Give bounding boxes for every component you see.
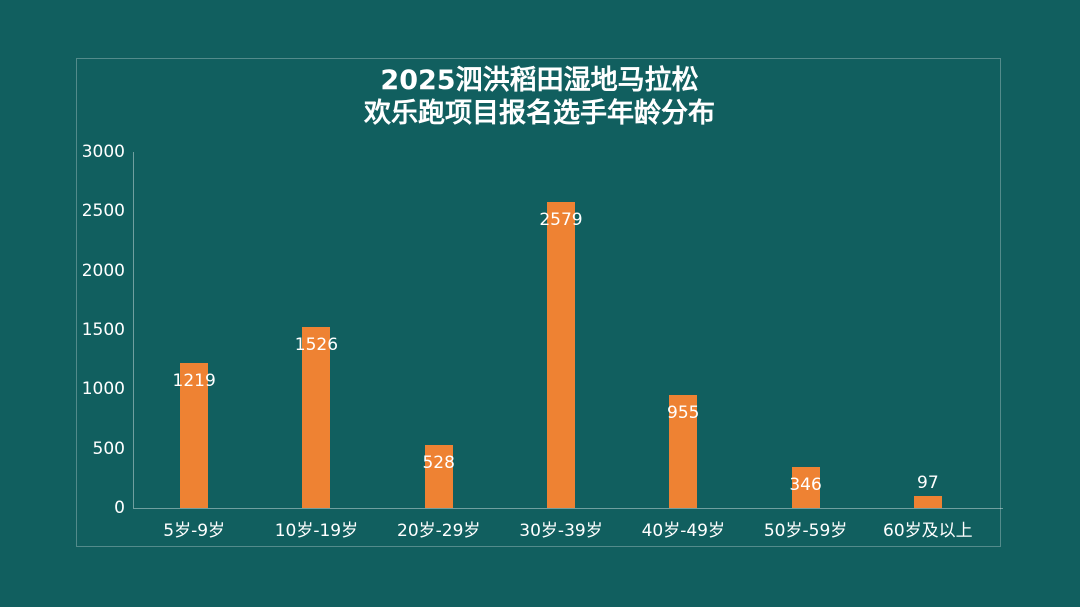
- bar: [791, 466, 820, 508]
- chart-title-line1: 2025泗洪稻田湿地马拉松: [380, 65, 699, 96]
- bar-value-label: 1219: [172, 371, 216, 392]
- y-axis-tick-label: 1500: [81, 320, 125, 340]
- chart-panel: [76, 58, 1001, 547]
- bar-value-label: 1526: [294, 334, 339, 355]
- bar: [424, 445, 453, 508]
- bar: [547, 201, 575, 508]
- x-axis-category-label: 10岁-19岁: [274, 521, 359, 541]
- bar-value-label: 2579: [539, 209, 583, 230]
- bar-value-label: 346: [789, 474, 822, 495]
- chart-title-line2: 欢乐跑项目报名选手年龄分布: [364, 98, 715, 129]
- chart-title: 2025泗洪稻田湿地马拉松 欢乐跑项目报名选手年龄分布: [76, 64, 1003, 130]
- x-axis-category-label: 50岁-59岁: [763, 521, 848, 541]
- x-axis-category-label: 40岁-49岁: [641, 521, 725, 541]
- y-axis-tick-label: 2000: [81, 260, 125, 281]
- bar-value-label: 97: [917, 473, 939, 494]
- y-axis-tick-label: 3000: [81, 142, 125, 162]
- bar: [180, 363, 209, 508]
- bar: [302, 326, 331, 508]
- x-axis-category-label: 20岁-29岁: [397, 521, 481, 541]
- bar: [913, 496, 942, 508]
- y-axis-tick-label: 2500: [81, 201, 125, 222]
- bar-value-label: 955: [667, 402, 700, 423]
- bar: [669, 394, 698, 508]
- x-axis-category-label: 5岁-9岁: [163, 521, 226, 541]
- x-axis-category-label: 30岁-39岁: [519, 521, 603, 541]
- y-axis-tick-label: 500: [92, 438, 125, 459]
- y-axis-tick-label: 0: [114, 498, 125, 518]
- y-axis-tick-label: 1000: [81, 379, 125, 400]
- bar-value-label: 528: [422, 453, 455, 474]
- x-axis-category-label: 60岁及以上: [883, 521, 973, 541]
- plot-area: [133, 152, 1003, 509]
